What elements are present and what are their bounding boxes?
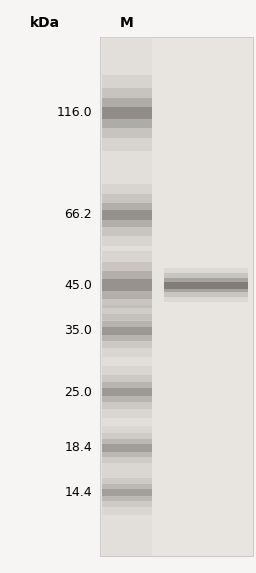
Bar <box>102 388 152 397</box>
Bar <box>100 37 253 556</box>
Text: 35.0: 35.0 <box>64 324 92 337</box>
Bar <box>164 282 248 289</box>
Bar <box>102 426 152 470</box>
Bar <box>102 280 152 291</box>
Text: 25.0: 25.0 <box>64 386 92 399</box>
Bar <box>102 107 152 119</box>
Bar <box>102 210 152 220</box>
Bar <box>164 278 248 292</box>
Bar <box>102 98 152 128</box>
Bar <box>102 444 152 452</box>
Bar <box>102 194 152 236</box>
Text: 45.0: 45.0 <box>64 278 92 292</box>
Bar <box>102 203 152 227</box>
Bar <box>102 313 152 348</box>
Text: kDa: kDa <box>30 16 60 30</box>
Bar <box>102 327 152 335</box>
Bar <box>164 273 248 297</box>
Bar <box>102 262 152 308</box>
Bar <box>102 37 152 556</box>
Bar <box>102 305 152 356</box>
Text: M: M <box>120 16 134 30</box>
Bar <box>102 320 152 341</box>
Bar <box>102 75 152 151</box>
Bar <box>102 375 152 409</box>
Bar <box>102 489 152 496</box>
Bar <box>102 184 152 246</box>
Bar <box>102 366 152 418</box>
Bar <box>102 433 152 463</box>
Bar <box>102 470 152 515</box>
Text: 116.0: 116.0 <box>57 107 92 119</box>
Text: 14.4: 14.4 <box>65 486 92 499</box>
Bar <box>102 484 152 501</box>
Bar <box>102 477 152 507</box>
Text: 18.4: 18.4 <box>65 441 92 454</box>
Text: 66.2: 66.2 <box>65 209 92 221</box>
Bar <box>102 251 152 320</box>
Bar <box>164 268 248 303</box>
Bar <box>102 88 152 138</box>
Bar <box>102 382 152 402</box>
Bar <box>102 439 152 457</box>
Bar <box>102 272 152 299</box>
